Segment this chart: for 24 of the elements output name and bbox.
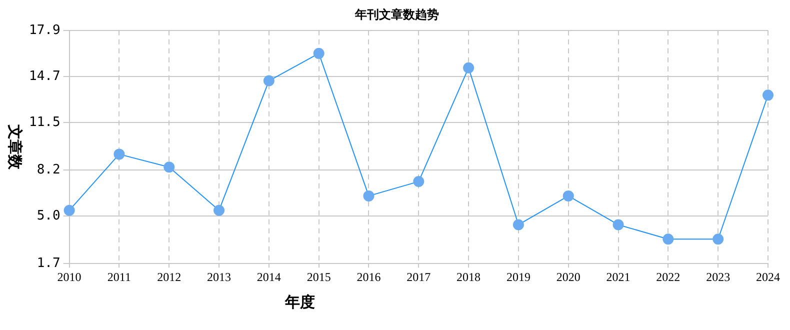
x-tick-label: 2023 (706, 270, 730, 284)
y-tick-label: 11.5 (28, 114, 60, 130)
x-tick-label: 2015 (306, 270, 331, 284)
chart-title: 年刊文章数趋势 (354, 7, 439, 22)
x-tick-label: 2012 (157, 270, 182, 284)
x-tick-label: 2024 (756, 270, 780, 284)
x-tick-label: 2019 (506, 270, 530, 284)
x-tick-label: 2013 (207, 270, 232, 284)
x-tick-label: 2021 (606, 270, 630, 284)
x-axis-title: 年度 (284, 292, 315, 311)
y-tick-label: 14.7 (28, 68, 60, 84)
x-tick-label: 2014 (256, 270, 281, 284)
x-tick-label: 2020 (556, 270, 580, 284)
x-tick-label: 2011 (107, 270, 131, 284)
x-tick-label: 2016 (356, 270, 381, 284)
y-axis-title: 文章数 (6, 124, 24, 170)
x-tick-label: 2018 (456, 270, 481, 284)
x-tick-label: 2017 (406, 270, 431, 284)
y-tick-label: 17.9 (28, 22, 60, 38)
y-tick-label: 8.2 (36, 162, 60, 178)
y-tick-label: 1.7 (36, 256, 60, 271)
x-tick-label: 2010 (57, 270, 82, 284)
y-tick-label: 5.0 (36, 208, 60, 224)
x-tick-label: 2022 (656, 270, 680, 284)
